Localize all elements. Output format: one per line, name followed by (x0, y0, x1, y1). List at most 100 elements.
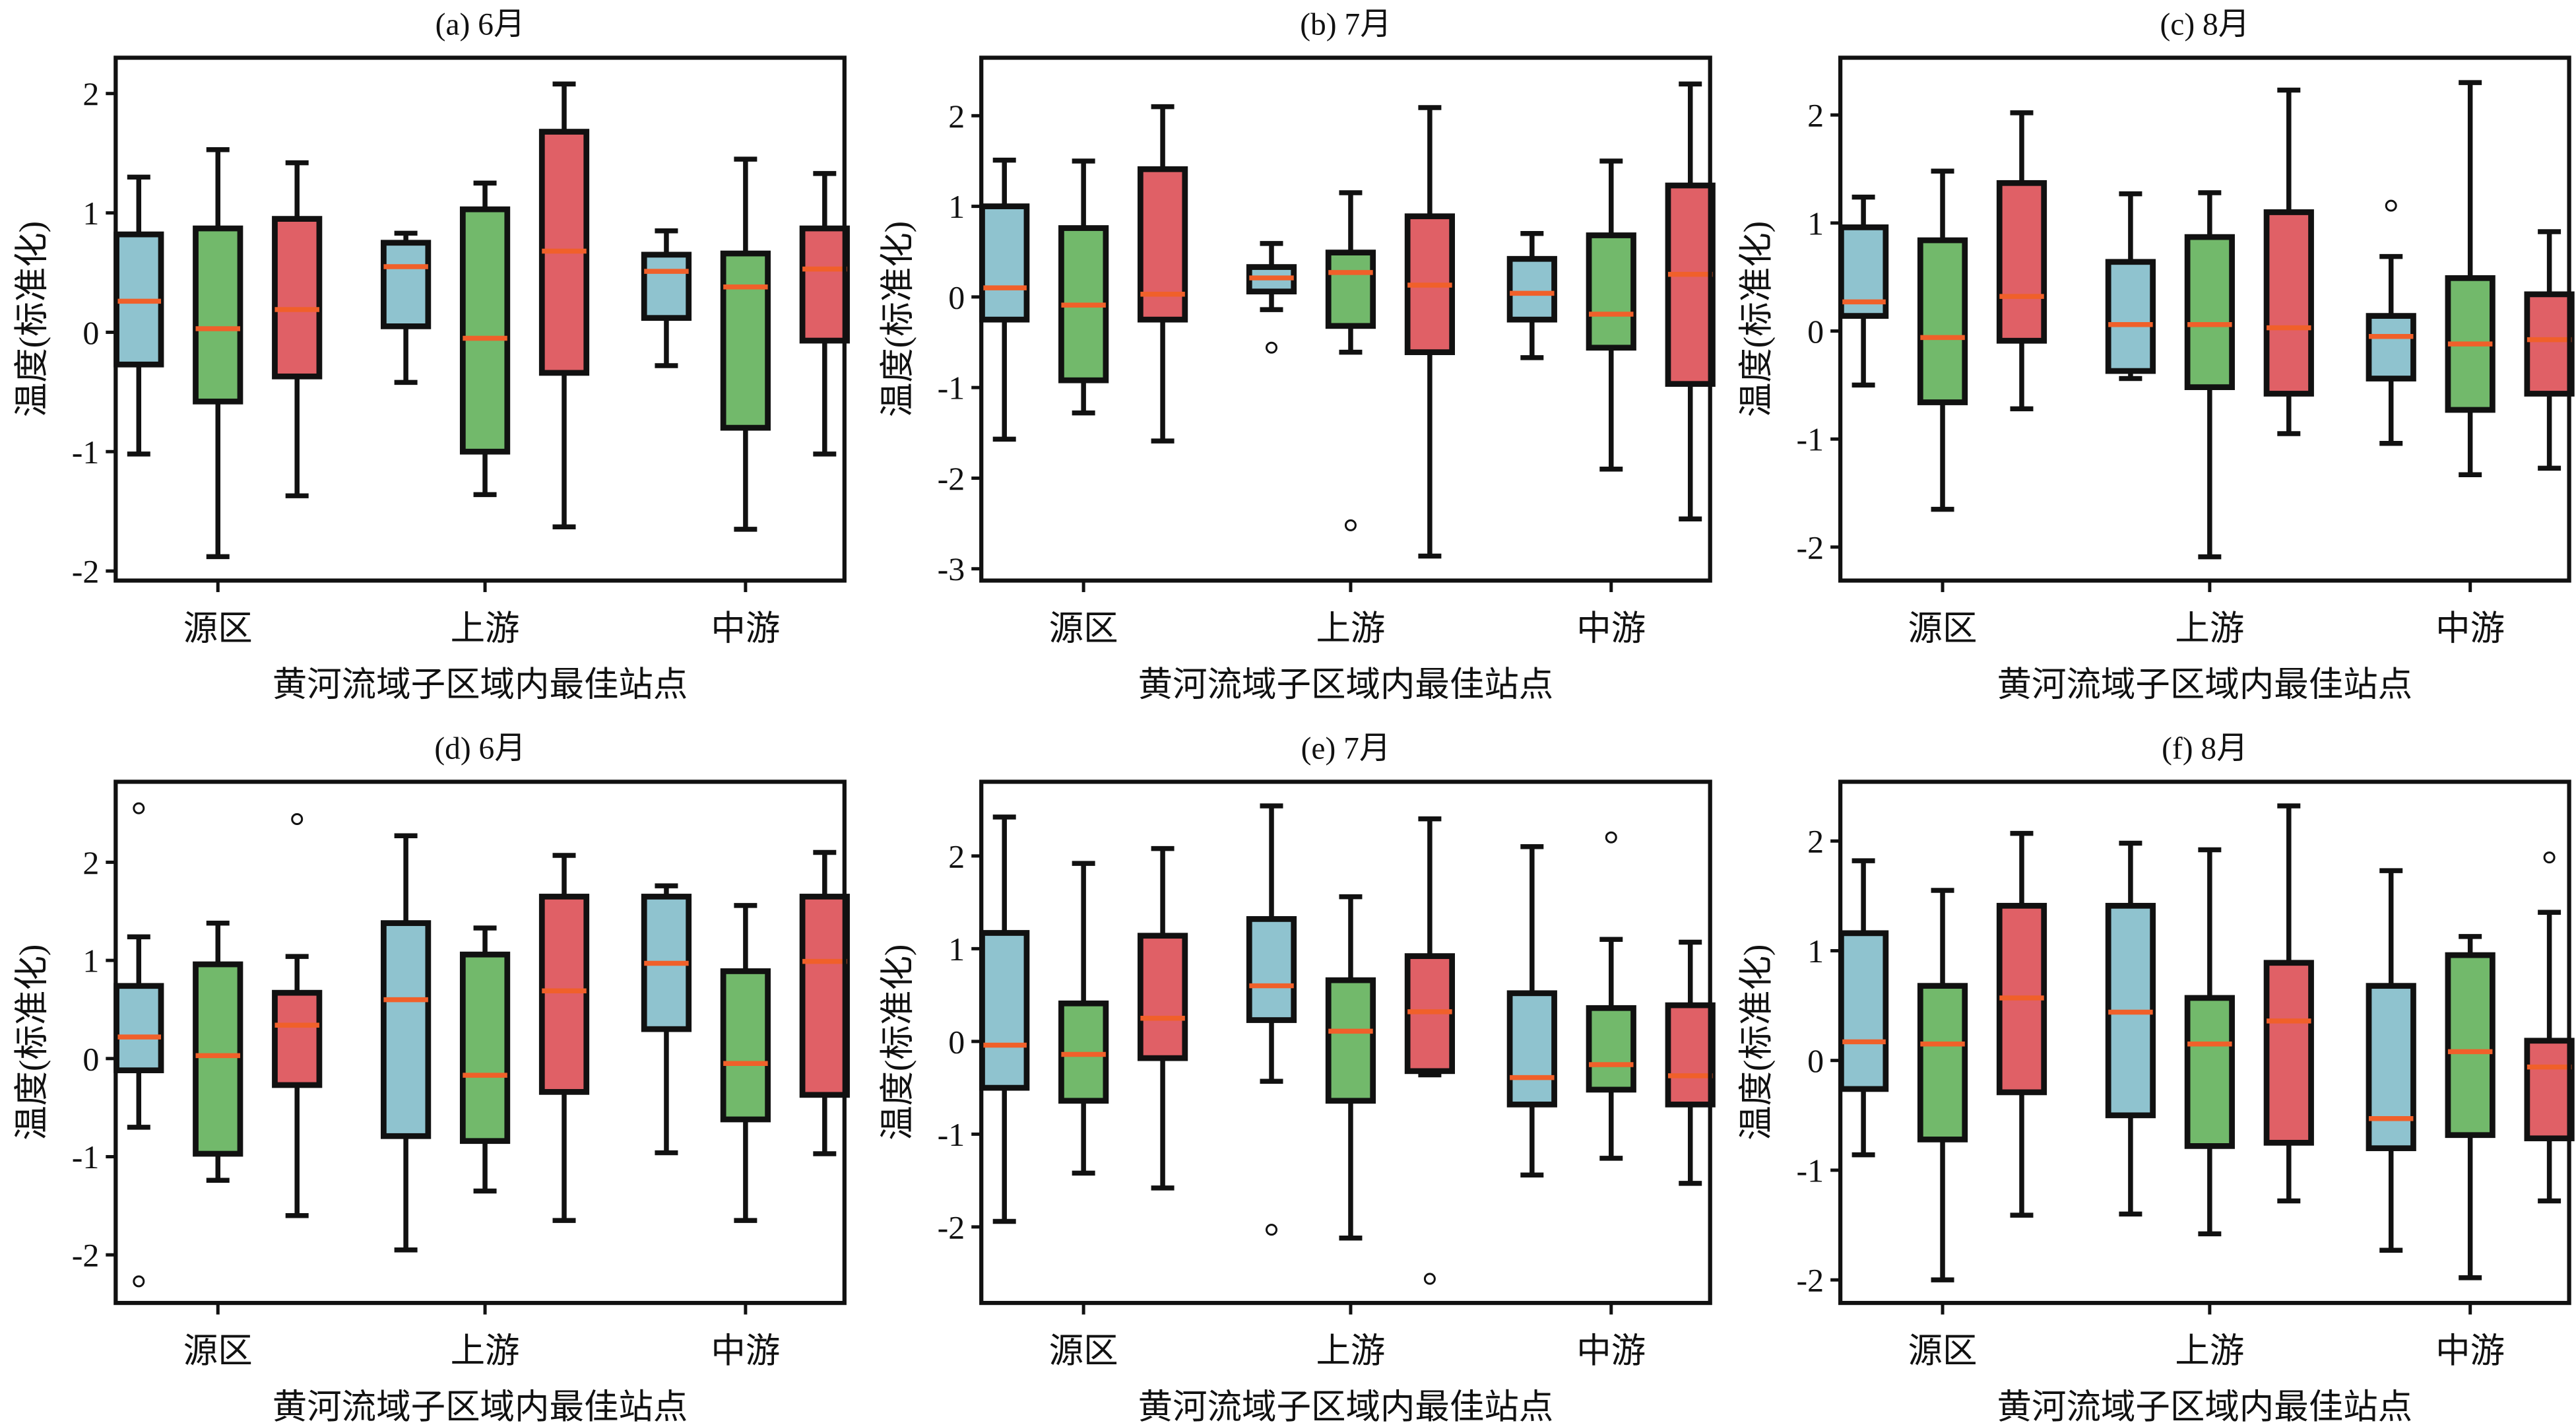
y-tick-label: 1 (82, 943, 99, 979)
box-blue (1838, 858, 1889, 1158)
box-blue (1506, 844, 1557, 1177)
box-iqr (381, 240, 432, 329)
box-iqr (1917, 983, 1968, 1143)
box-iqr (1325, 977, 1376, 1104)
x-tick-label: 源区 (183, 610, 253, 648)
box-red (2263, 87, 2314, 436)
plot-frame (979, 779, 1712, 1306)
x-tick-label: 源区 (1908, 610, 1978, 648)
box-blue (979, 157, 1030, 442)
box-iqr (720, 968, 771, 1123)
box-blue (641, 883, 692, 1156)
box-red (2524, 229, 2575, 471)
x-tick-label: 上游 (451, 1332, 520, 1370)
outlier-point (133, 802, 145, 814)
box-iqr (1325, 249, 1376, 329)
box-blue (1246, 241, 1297, 354)
y-tick-label: 1 (1807, 205, 1824, 242)
y-tick-label: 2 (948, 98, 965, 135)
box-iqr (2366, 313, 2416, 381)
x-axis-label: 黄河流域子区域内最佳站点 (273, 1388, 688, 1425)
y-tick-label: -1 (1796, 1152, 1824, 1189)
y-tick-label: -1 (72, 1139, 100, 1176)
y-tick-label: -2 (938, 1209, 965, 1245)
box-iqr (2184, 234, 2235, 391)
x-tick-label: 上游 (1316, 1332, 1385, 1370)
box-red (1665, 939, 1716, 1186)
box-red (1996, 830, 2047, 1218)
x-tick-label: 中游 (2435, 1332, 2505, 1370)
box-blue (1506, 231, 1557, 360)
box-iqr (193, 225, 243, 405)
x-tick-label: 源区 (1049, 610, 1118, 648)
box-green (193, 920, 243, 1183)
box-green (2445, 80, 2496, 477)
y-tick-label: -3 (938, 550, 965, 587)
box-red (799, 849, 850, 1156)
plot-frame (979, 55, 1712, 583)
y-axis-label: 温度(标准化) (13, 944, 51, 1141)
box-green (720, 903, 771, 1223)
box-green (2184, 847, 2235, 1237)
y-tick-label: -2 (938, 460, 965, 497)
box-iqr (720, 250, 771, 431)
y-tick-label: 2 (948, 838, 965, 875)
box-green (2445, 934, 2496, 1280)
outlier-point (2385, 199, 2397, 212)
panel-title: (c) 8月 (2160, 7, 2249, 42)
y-tick-label: 2 (1807, 823, 1824, 860)
y-tick-label: 2 (82, 844, 99, 881)
box-iqr (979, 930, 1030, 1091)
x-tick-label: 中游 (711, 610, 780, 648)
y-tick-label: 0 (82, 314, 99, 351)
x-tick-label: 上游 (451, 610, 520, 648)
box-iqr (1838, 930, 1889, 1092)
outlier-point (133, 1275, 145, 1288)
box-iqr (113, 983, 164, 1074)
box-iqr (2524, 1038, 2575, 1142)
box-green (1917, 168, 1968, 512)
box-red (2263, 803, 2314, 1204)
box-red (2524, 851, 2575, 1204)
box-green (193, 147, 243, 560)
box-iqr (459, 206, 511, 455)
y-tick-label: -1 (938, 370, 965, 407)
box-green (2184, 190, 2235, 560)
panel-title: (f) 8月 (2162, 731, 2248, 766)
outlier-point (1605, 831, 1617, 844)
box-red (1404, 816, 1456, 1285)
y-tick-label: 0 (1807, 313, 1824, 350)
box-iqr (2263, 960, 2314, 1146)
y-tick-label: -2 (72, 553, 100, 590)
box-red (799, 171, 850, 457)
box-red (538, 853, 590, 1223)
box-iqr (2524, 291, 2575, 397)
box-iqr (538, 894, 590, 1095)
y-axis-label: 温度(标准化) (1737, 944, 1776, 1141)
box-red (272, 160, 323, 498)
y-tick-label: -1 (938, 1116, 965, 1153)
box-iqr (1665, 182, 1716, 387)
box-red (1404, 105, 1456, 559)
box-green (1058, 158, 1109, 416)
x-tick-label: 中游 (1576, 1332, 1646, 1370)
box-iqr (2105, 259, 2156, 374)
x-tick-label: 上游 (2175, 1332, 2244, 1370)
plot-frame (113, 55, 847, 583)
x-axis-label: 黄河流域子区域内最佳站点 (273, 666, 688, 704)
box-iqr (381, 920, 432, 1139)
box-green (459, 925, 511, 1194)
box-iqr (979, 203, 1030, 323)
box-red (1665, 81, 1716, 521)
y-tick-label: -1 (1796, 421, 1824, 458)
box-iqr (1137, 166, 1188, 323)
box-iqr (1665, 1002, 1716, 1108)
box-iqr (1137, 933, 1188, 1061)
y-tick-label: 1 (1807, 933, 1824, 970)
box-blue (2105, 191, 2156, 381)
box-iqr (193, 961, 243, 1157)
y-tick-label: -2 (1796, 529, 1824, 566)
outlier-point (1266, 1224, 1278, 1236)
